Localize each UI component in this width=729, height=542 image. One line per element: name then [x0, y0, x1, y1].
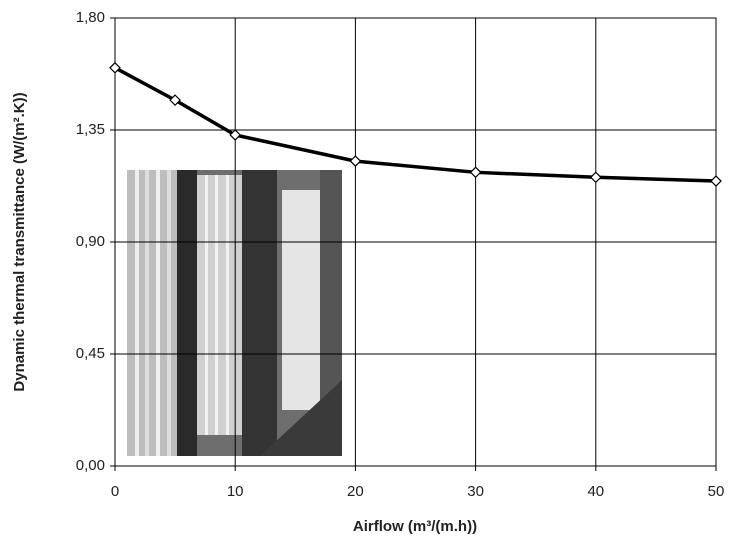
y-axis-label: Dynamic thermal transmittance (W/(m².K))	[11, 92, 28, 391]
y-tick-label: 0,90	[76, 233, 105, 250]
point-marker	[109, 61, 121, 74]
x-tick-label: 0	[111, 483, 119, 500]
inset-photo	[127, 170, 342, 456]
point-marker	[589, 171, 602, 184]
series-line	[114, 66, 717, 183]
point-marker	[349, 155, 362, 167]
y-tick-label: 0,00	[76, 457, 105, 474]
point-marker	[710, 175, 722, 187]
marks	[109, 61, 722, 187]
x-axis-label: Airflow (m³/(m.h))	[353, 518, 477, 535]
point-marker	[169, 94, 181, 106]
x-tick-label: 50	[708, 483, 725, 500]
x-tick-label: 20	[347, 483, 364, 500]
y-tick-label: 1,35	[76, 121, 105, 138]
x-tick-label: 10	[227, 483, 244, 500]
point-marker	[229, 129, 242, 141]
x-tick-label: 30	[467, 483, 484, 500]
x-tick-label: 40	[587, 483, 604, 500]
plot-border	[114, 17, 717, 467]
point-marker	[469, 166, 482, 179]
y-tick-label: 1,80	[76, 9, 105, 26]
y-tick-label: 0,45	[76, 345, 105, 362]
